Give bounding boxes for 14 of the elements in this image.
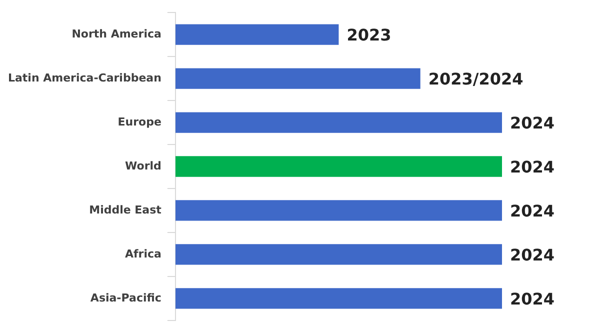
annotation: 2024 bbox=[510, 246, 555, 265]
annotation: 2023 bbox=[346, 26, 392, 45]
y-tick-label: North America bbox=[72, 27, 162, 40]
annotation: 2024 bbox=[510, 202, 555, 221]
annotation: 2024 bbox=[510, 114, 555, 133]
annotation: 2024 bbox=[510, 290, 555, 309]
y-tick-label: Asia-Pacific bbox=[90, 291, 162, 304]
y-tick-label: Latin America-Caribbean bbox=[8, 71, 162, 84]
y-tick-label: World bbox=[125, 159, 162, 172]
y-tick-label: Europe bbox=[118, 115, 162, 128]
y-tick-label: Africa bbox=[124, 247, 162, 260]
annotation: 2023/2024 bbox=[428, 70, 524, 89]
annotation: 2024 bbox=[510, 158, 555, 177]
y-tick-label: Middle East bbox=[89, 203, 162, 216]
